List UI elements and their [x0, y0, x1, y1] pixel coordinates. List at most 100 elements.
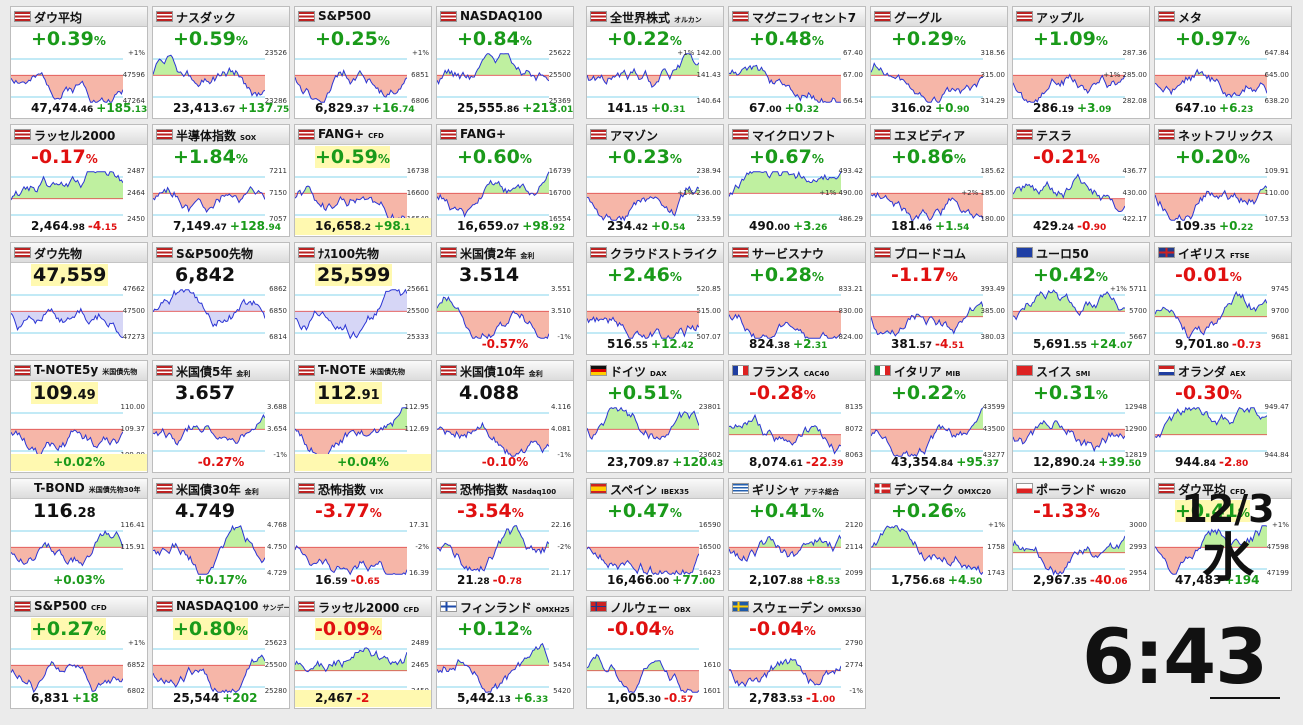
market-tile[interactable]: アマゾン +0.23% 238.94 +1% 236.00 233.59 234… [586, 124, 724, 237]
tile-footer: 23,413.67 +137.75 [153, 100, 289, 117]
sparkline-chart [729, 530, 841, 570]
market-tile[interactable]: アップル +1.09% 287.36 +1% 285.00 282.08 286… [1012, 6, 1150, 119]
market-tile[interactable]: スペイン IBEX35 +0.47% 16590 16500 16423 16,4… [586, 478, 724, 591]
flag-icon-it [874, 365, 891, 376]
sparkline-chart [295, 58, 407, 103]
value-integer: 3.514 [459, 264, 520, 286]
market-tile[interactable]: イタリア MIB +0.22% 43599 43500 43277 43,354.… [870, 360, 1008, 473]
market-tile[interactable]: T-BOND 米国債先物30年 116.28 116.41 115.91 +0.0… [10, 478, 148, 591]
axis-label-mid: 110.00 [1264, 189, 1290, 197]
market-tile[interactable]: ギリシャ アテネ総合 +0.41% 2120 2114 2099 2,107.88… [728, 478, 866, 591]
market-tile[interactable]: NASDAQ100 サンデー +0.80% 25623 25500 25280 2… [152, 596, 290, 709]
axis-label-mid: 5700 [1129, 307, 1147, 315]
market-tile[interactable]: グーグル +0.29% 318.56 315.00 314.29 316.02 +… [870, 6, 1008, 119]
tile-header: ネットフリックス [1155, 125, 1291, 145]
market-tile[interactable]: ナスダック +0.59% 23526 23286 23,413.67 +137.7… [152, 6, 290, 119]
market-tile[interactable]: 米国債5年 金利 3.657 3.688 3.654 -1% -0.27% [152, 360, 290, 473]
market-tile[interactable]: 米国債2年 金利 3.514 3.551 3.510 -1% -0.57% [436, 242, 574, 355]
instrument-label: ラッセル2000 [34, 129, 116, 143]
market-tile[interactable]: ブロードコム -1.17% 393.49 385.00 380.03 381.5… [870, 242, 1008, 355]
percent-sign: % [377, 152, 390, 166]
market-tile[interactable]: ポーランド WIG20 -1.33% 3000 2993 2954 2,967.3… [1012, 478, 1150, 591]
market-tile[interactable]: 全世界株式 オルカン +0.22% +1% 142.00 141.43 140.6… [586, 6, 724, 119]
price-decimal: .53 [786, 695, 803, 705]
tile-header: 米国債2年 金利 [437, 243, 573, 263]
axis-label-top: +1% [1272, 521, 1289, 529]
market-tile[interactable]: フィンランド OMXH25 +0.12% 5454 5420 5,442.13 +6… [436, 596, 574, 709]
flag-icon-us [298, 601, 315, 612]
market-tile[interactable]: ネットフリックス +0.20% 109.91 110.00 107.53 109… [1154, 124, 1292, 237]
change-percent-value: -3.77 [315, 500, 370, 522]
market-tile[interactable]: オランダ AEX -0.30% 949.47 944.84 944.84 -2.80 [1154, 360, 1292, 473]
market-tile[interactable]: 米国債30年 金利 4.749 4.768 4.750 4.729 +0.17% [152, 478, 290, 591]
percent-sign: % [669, 270, 682, 284]
tile-footer: 16,466.00 +77.00 [587, 572, 723, 589]
last-price: 2,967.35 -40.06 [1033, 573, 1128, 587]
market-tile[interactable]: S&P500 +0.25% +1% 6851 6806 6,829.37 +16.… [294, 6, 432, 119]
market-tile[interactable]: NASDAQ100 +0.84% 25622 25500 25369 25,55… [436, 6, 574, 119]
axis-label-mid: 47500 [122, 307, 145, 315]
net-change-integer: -0 [1231, 337, 1246, 351]
axis-label-top: 112.95 [404, 403, 430, 411]
change-percent: +0.47% [607, 500, 682, 522]
price-integer: 647 [1175, 101, 1201, 115]
net-change-integer: +18 [71, 691, 99, 705]
market-tile[interactable]: FANG+CFD +0.59% 16738 16600 16548 16,658… [294, 124, 432, 237]
market-tile[interactable]: 米国債10年 金利 4.088 4.116 4.081 -1% -0.10% [436, 360, 574, 473]
net-change-integer: +95 [956, 455, 984, 469]
market-tile[interactable]: ノルウェー OBX -0.04% 1610 1601 1,605.30 -0.57 [586, 596, 724, 709]
market-tile[interactable]: ダウ先物 47,559 47662 47500 47273 [10, 242, 148, 355]
market-tile[interactable]: クラウドストライク +2.46% 520.85 515.00 507.07 51… [586, 242, 724, 355]
market-tile[interactable]: マグニフィセント7 +0.48% 67.40 67.00 66.54 67.00… [728, 6, 866, 119]
instrument-label: マグニフィセント7 [752, 11, 857, 25]
tile-footer: 2,464.98 -4.15 [11, 218, 147, 235]
market-tile[interactable]: ドイツ DAX +0.51% 23801 23602 23,709.87 +120.… [586, 360, 724, 473]
tile-header: 半導体指数 SOX [153, 125, 289, 145]
market-tile[interactable]: FANG+ +0.60% 16739 16700 16554 16,659.07… [436, 124, 574, 237]
tile-footer: 23,709.87 +120.43 [587, 454, 723, 471]
net-change-integer: +120 [672, 455, 708, 469]
net-change-decimal: .07 [1116, 341, 1133, 351]
market-tile[interactable]: エヌビディア +0.86% 185.62 +2% 185.00 180.00 1… [870, 124, 1008, 237]
axis-label-top: 25622 [548, 49, 571, 57]
last-price: 16,658.2 +98.1 [315, 219, 410, 233]
market-tile[interactable]: サービスナウ +0.28% 833.21 830.00 824.00 824.3… [728, 242, 866, 355]
market-tile[interactable]: 半導体指数 SOX +1.84% 7211 7150 7057 7,149.47 +… [152, 124, 290, 237]
instrument-label: FANG+ [318, 127, 365, 141]
market-tile[interactable]: スウェーデン OMXS30 -0.04% 2790 2774 -1% 2,783.… [728, 596, 866, 709]
instrument-name: ラッセル2000 CFD [318, 599, 419, 616]
market-tile[interactable]: メタ +0.97% 647.84 645.00 638.20 647.10 +6.… [1154, 6, 1292, 119]
instrument-label: フランス [752, 365, 800, 379]
net-change-decimal: .51 [948, 341, 965, 351]
market-tile[interactable]: デンマーク OMXC20 +0.26% +1% 1758 1743 1,756.6… [870, 478, 1008, 591]
tile-footer: 824.38 +2.31 [729, 336, 865, 353]
market-tile[interactable]: イギリス FTSE -0.01% 9745 9700 9681 9,701.80-… [1154, 242, 1292, 355]
market-tile[interactable]: 恐怖指数 Nasdaq100 -3.54% 22.16 -2% 21.17 21.… [436, 478, 574, 591]
market-tile[interactable]: ダウ平均 CFD +0.41% +1% 47598 47199 47,483 +19… [1154, 478, 1292, 591]
market-tile[interactable]: ユーロ50 +0.42% +1% 5711 5700 5667 5,691.55… [1012, 242, 1150, 355]
price-decimal: .87 [653, 459, 670, 469]
last-price: 21.28 -0.78 [457, 573, 522, 587]
market-tile[interactable]: 恐怖指数 VIX -3.77% 17.31 -2% 16.39 16.59 -0.6… [294, 478, 432, 591]
change-percent: +0.26% [891, 500, 966, 522]
footer-percent: -0.10% [481, 455, 529, 469]
market-tile[interactable]: S&P500 CFD +0.27% +1% 6852 6802 6,831 +18 [10, 596, 148, 709]
price-decimal: .68 [928, 577, 945, 587]
market-tile[interactable]: ダウ平均 +0.39% +1% 47596 47264 47,474.46 +18… [10, 6, 148, 119]
change-percent: +0.60% [457, 146, 532, 168]
market-tile[interactable]: フランス CAC40 -0.28% 8135 8072 8063 8,074.61… [728, 360, 866, 473]
last-price: 8,074.61 -22.39 [749, 455, 844, 469]
market-tile[interactable]: T-NOTE 米国債先物 112.91 112.95 112.69 +0.04% [294, 360, 432, 473]
market-tile[interactable]: ﾅｽ100先物 25,599 25661 25500 25333 [294, 242, 432, 355]
price-decimal: .37 [352, 105, 369, 115]
instrument-name: 米国債10年 金利 [460, 363, 543, 380]
net-change-integer: +137 [238, 101, 274, 115]
market-tile[interactable]: マイクロソフト +0.67% 493.42 +1% 490.00 486.29 … [728, 124, 866, 237]
market-tile[interactable]: テスラ -0.21% 436.77 430.00 422.17 429.24 -0… [1012, 124, 1150, 237]
market-tile[interactable]: ラッセル2000 -0.17% 2487 2464 2450 2,464.98-… [10, 124, 148, 237]
net-change: +3.26 [793, 219, 827, 233]
market-tile[interactable]: S&P500先物 6,842 6862 6850 6814 [152, 242, 290, 355]
market-tile[interactable]: スイス SMI +0.31% 12948 12900 12819 12,890.2… [1012, 360, 1150, 473]
